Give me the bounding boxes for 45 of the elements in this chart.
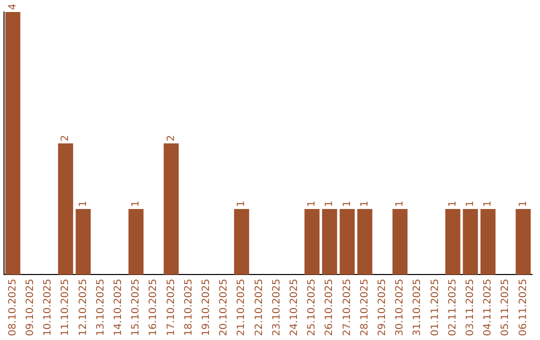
data-label: 1 <box>342 200 353 208</box>
x-tick-label: 27.10.2025 <box>342 278 353 336</box>
x-tick-label: 11.10.2025 <box>60 278 72 336</box>
x-tick-label: 05.11.2025 <box>500 278 512 336</box>
x-tick-label: 20.10.2025 <box>218 278 230 336</box>
x-tick-label: 17.10.2025 <box>166 278 177 336</box>
data-label: 1 <box>464 200 476 208</box>
data-label: 1 <box>78 200 89 208</box>
x-tick-label: 13.10.2025 <box>95 278 106 336</box>
data-label: 1 <box>518 200 529 208</box>
data-label: 4 <box>7 4 18 10</box>
data-label: 1 <box>130 200 142 208</box>
x-tick-label: 18.10.2025 <box>183 278 194 336</box>
x-tick-label: 08.10.2025 <box>7 278 18 336</box>
data-label: 1 <box>236 200 248 208</box>
x-tick-label: 06.11.2025 <box>518 278 529 336</box>
x-tick-label: 30.10.2025 <box>394 278 406 336</box>
x-tick-label: 16.10.2025 <box>148 278 160 336</box>
x-tick-label: 14.10.2025 <box>112 278 124 336</box>
x-tick-label: 28.10.2025 <box>359 278 370 336</box>
data-label: 1 <box>359 200 370 208</box>
data-label: 1 <box>306 200 318 208</box>
data-label: 1 <box>447 200 458 208</box>
x-tick-label: 29.10.2025 <box>376 278 388 336</box>
x-tick-label: 02.11.2025 <box>447 278 458 336</box>
x-tick-label: 24.10.2025 <box>288 278 300 336</box>
x-tick-label: 01.11.2025 <box>430 278 441 336</box>
data-label: 2 <box>166 134 177 142</box>
data-label: 1 <box>394 200 406 208</box>
x-tick-label: 04.11.2025 <box>482 278 494 336</box>
data-label: 2 <box>60 134 72 142</box>
x-tick-label: 03.11.2025 <box>464 278 476 336</box>
data-label: 1 <box>324 200 336 208</box>
x-tick-label: 12.10.2025 <box>78 278 89 336</box>
x-tick-label: 19.10.2025 <box>200 278 212 336</box>
x-tick-label: 09.10.2025 <box>24 278 36 336</box>
x-tick-label: 26.10.2025 <box>324 278 336 336</box>
x-tick-label: 21.10.2025 <box>236 278 248 336</box>
data-label: 1 <box>482 200 494 208</box>
x-tick-label: 23.10.2025 <box>271 278 282 336</box>
x-tick-label: 31.10.2025 <box>412 278 424 336</box>
x-tick-label: 22.10.2025 <box>254 278 265 336</box>
x-tick-label: 25.10.2025 <box>306 278 318 336</box>
x-tick-label: 10.10.2025 <box>42 278 54 336</box>
x-tick-label: 15.10.2025 <box>130 278 142 336</box>
